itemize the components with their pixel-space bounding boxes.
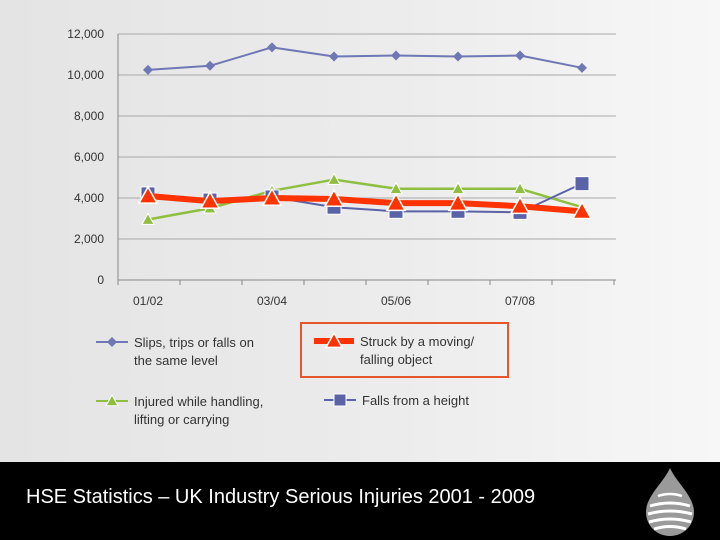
line-chart: 0 2,000 4,000 6,000 8,000 10,000 12,000 01/02 03… bbox=[67, 27, 616, 427]
data-point-struck bbox=[571, 200, 593, 220]
data-point-falls bbox=[574, 176, 590, 192]
data-point-struck bbox=[385, 192, 407, 212]
series-struck bbox=[137, 185, 593, 220]
data-point-struck bbox=[323, 188, 345, 207]
legend-item-handling: Injured while handling, lifting or carryi… bbox=[96, 393, 263, 427]
data-point-slips bbox=[267, 42, 277, 53]
footer-bar bbox=[0, 462, 720, 540]
data-point-slips bbox=[515, 50, 525, 61]
x-tick-label: 03/04 bbox=[257, 294, 287, 308]
legend-label: the same level bbox=[134, 353, 218, 368]
legend-label: Slips, trips or falls on bbox=[134, 335, 254, 350]
y-tick-label: 0 bbox=[97, 273, 104, 287]
data-point-struck bbox=[199, 190, 221, 210]
data-point-slips bbox=[329, 51, 339, 62]
axes: 0 2,000 4,000 6,000 8,000 10,000 12,000 01/02 03… bbox=[67, 27, 615, 308]
legend-marker-handling bbox=[105, 393, 119, 407]
y-tick-label: 8,000 bbox=[74, 109, 104, 123]
legend-label: Falls from a height bbox=[362, 393, 469, 408]
data-point-slips bbox=[391, 50, 401, 61]
data-point-struck bbox=[137, 185, 159, 204]
x-tick-label: 01/02 bbox=[133, 294, 163, 308]
footer-title: HSE Statistics – UK Industry Serious Inj… bbox=[26, 486, 536, 508]
series bbox=[137, 42, 593, 225]
y-tick-label: 12,000 bbox=[67, 27, 104, 41]
legend-item-falls: Falls from a height bbox=[324, 393, 469, 408]
y-tick-label: 4,000 bbox=[74, 191, 104, 205]
grid bbox=[118, 33, 616, 281]
series-line-struck bbox=[147, 192, 583, 215]
series-slips bbox=[143, 42, 587, 75]
x-tick-label: 05/06 bbox=[381, 294, 411, 308]
legend-label: falling object bbox=[360, 352, 433, 367]
slide-background bbox=[0, 0, 720, 462]
data-point-handling bbox=[141, 212, 155, 225]
x-tick-label: 07/08 bbox=[505, 294, 535, 308]
data-point-slips bbox=[143, 64, 153, 75]
series-line-handling bbox=[147, 178, 583, 221]
data-point-slips bbox=[577, 62, 587, 73]
data-point-handling bbox=[513, 181, 527, 195]
legend-label: Injured while handling, bbox=[134, 394, 263, 409]
data-point-struck bbox=[509, 195, 531, 215]
data-point-struck bbox=[447, 192, 469, 212]
data-point-slips bbox=[205, 60, 215, 71]
data-point-handling bbox=[327, 172, 341, 185]
legend-item-slips: Slips, trips or falls on the same level bbox=[96, 335, 254, 368]
y-tick-label: 2,000 bbox=[74, 232, 104, 246]
legend-marker-slips bbox=[107, 337, 117, 347]
data-point-struck bbox=[261, 187, 283, 206]
series-line-slips bbox=[147, 46, 583, 71]
legend-marker-falls bbox=[333, 393, 347, 407]
data-point-slips bbox=[453, 51, 463, 62]
legend-label: Struck by a moving/ bbox=[360, 334, 475, 349]
legend-marker-struck bbox=[324, 331, 344, 349]
y-tick-label: 10,000 bbox=[67, 68, 104, 82]
legend-highlight-box bbox=[300, 322, 509, 378]
legend: Slips, trips or falls on the same level St… bbox=[96, 322, 509, 427]
y-tick-label: 6,000 bbox=[74, 150, 104, 164]
legend-item-struck: Struck by a moving/falling object bbox=[314, 331, 475, 367]
legend-label: lifting or carrying bbox=[134, 412, 229, 427]
company-logo bbox=[646, 468, 694, 536]
